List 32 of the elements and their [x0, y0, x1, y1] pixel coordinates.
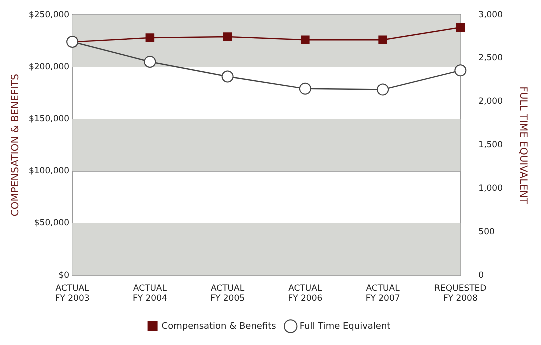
point [222, 70, 234, 83]
y2-tick-label: 0 [478, 270, 484, 281]
point [223, 32, 232, 42]
y2-tick-label: 500 [478, 227, 495, 238]
x-tick-label: ACTUAL FY 2007 [366, 284, 400, 304]
y2-tick-label: 2,000 [478, 97, 504, 108]
x-tick-label: ACTUAL FY 2003 [55, 284, 90, 304]
y-tick-label: $50,000 [34, 218, 70, 229]
x-tick-label: ACTUAL FY 2006 [288, 284, 323, 304]
y2-axis-title: FULL TIME EQUIVALENT [517, 86, 528, 206]
point [301, 36, 310, 44]
x-tick-label: ACTUAL FY 2004 [132, 284, 168, 304]
y2-tick-label: 1,000 [478, 184, 504, 194]
y2-tick-label: 3,000 [478, 10, 504, 20]
y-axis-title: COMPENSATION & BENEFITS [10, 74, 22, 217]
legend-label: Full Time Equivalent [300, 322, 392, 332]
x-tick-label: ACTUAL FY 2005 [210, 284, 246, 304]
point [456, 23, 466, 32]
point [378, 36, 388, 44]
y-tick-label: $150,000 [28, 114, 70, 125]
point [144, 56, 156, 68]
y-tick-label: $100,000 [28, 166, 70, 177]
y-tick-label: $250,000 [28, 10, 70, 20]
y2-tick-label: 2,500 [478, 54, 504, 64]
y-tick-label: $200,000 [28, 62, 70, 72]
point [146, 34, 155, 42]
y2-tick-label: 1,500 [478, 140, 504, 151]
point [454, 64, 467, 77]
point [299, 82, 312, 95]
y-tick-label: $0 [58, 270, 70, 281]
legend-label: Compensation & Benefits [162, 322, 277, 332]
x-tick-label: REQUESTED FY 2008 [434, 284, 488, 304]
